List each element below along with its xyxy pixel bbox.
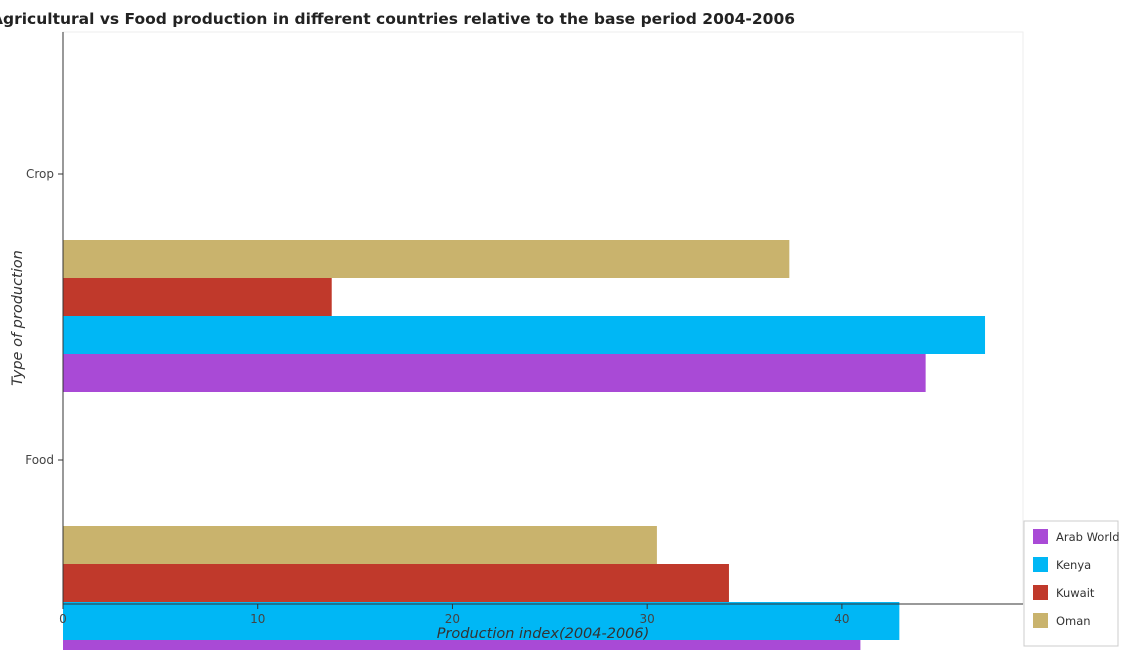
legend: Arab World Kenya Kuwait Oman (1023, 520, 1120, 647)
legend-label: Kenya (1056, 558, 1091, 572)
legend-swatch (1033, 585, 1048, 600)
bar-food-oman (63, 526, 657, 564)
legend-label: Kuwait (1056, 586, 1095, 600)
legend-swatch (1033, 613, 1048, 628)
bar-crop-arab-world (63, 354, 926, 392)
y-tick-label: Crop (26, 167, 54, 181)
bar-food-arab-world (63, 640, 861, 650)
chart-title: Agricultural vs Food production in diffe… (0, 10, 795, 28)
bar-food-kuwait (63, 564, 729, 602)
bar-crop-oman (63, 240, 790, 278)
x-tick-label: 10 (250, 612, 265, 626)
legend-swatch (1033, 529, 1048, 544)
x-tick-label: 0 (59, 612, 67, 626)
x-tick-label: 30 (640, 612, 655, 626)
bar-food-kenya (63, 602, 900, 640)
legend-label: Oman (1056, 614, 1091, 628)
legend-swatch (1033, 557, 1048, 572)
x-axis-label: Production index(2004-2006) (437, 626, 650, 642)
x-axis: 0 10 20 30 40 (59, 603, 1023, 626)
bars (63, 240, 986, 650)
x-tick-label: 20 (445, 612, 460, 626)
bar-crop-kuwait (63, 278, 332, 316)
y-tick-label: Food (25, 453, 54, 467)
bar-crop-kenya (63, 316, 986, 354)
x-tick-label: 40 (834, 612, 849, 626)
y-axis: Crop Food (25, 32, 64, 604)
legend-label: Arab World (1056, 530, 1120, 544)
y-axis-label: Type of production (10, 250, 26, 386)
